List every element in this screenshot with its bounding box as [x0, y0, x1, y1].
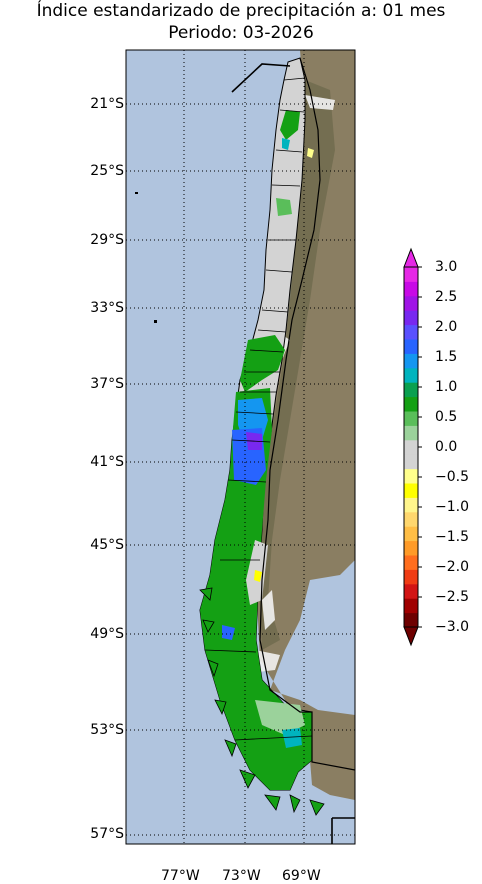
lat-label-29s: 29°S [90, 232, 124, 248]
colorbar-segment [404, 295, 418, 311]
lat-label-53s: 53°S [90, 722, 124, 738]
colorbar-segment [404, 310, 418, 326]
region-boundaries [204, 77, 313, 741]
colorbar-segment [404, 497, 418, 513]
map-subtitle: Periodo: 03-2026 [168, 23, 314, 43]
colorbar-segment [404, 367, 418, 383]
colorbar-label-2.5: 2.5 [435, 289, 458, 305]
colorbar-label-2.0: 2.0 [435, 319, 458, 335]
colorbar-label-m2.5: −2.5 [435, 589, 469, 605]
colorbar-label-1.0: 1.0 [435, 379, 458, 395]
spi-green-central [240, 335, 285, 392]
colorbar-segment [404, 382, 418, 398]
map-title: Índice estandarizado de precipitación a:… [36, 1, 446, 21]
spi-cyan-north [282, 138, 290, 150]
colorbar-segment [404, 555, 418, 570]
lon-label-69w: 69°W [282, 868, 321, 884]
spi-yellow-aysen [254, 570, 262, 582]
colorbar-segment [404, 339, 418, 354]
archipelago-islands [199, 587, 325, 816]
peru-bolivia-border [231, 63, 291, 93]
colorbar-segment [404, 583, 418, 599]
colorbar-segment [404, 281, 418, 297]
argentina-land [255, 50, 355, 775]
colorbar-segment [404, 569, 418, 585]
colorbar-segment [404, 468, 418, 484]
spi-light-green-south [255, 700, 305, 735]
spi-green-north-2 [276, 198, 292, 216]
spi-blue-west [222, 625, 235, 640]
lat-label-25s: 25°S [90, 163, 124, 179]
graticule [126, 50, 355, 844]
colorbar-label-m3.0: −3.0 [435, 619, 469, 635]
colorbar-segment [404, 511, 418, 527]
colorbar-label-0.0: 0.0 [435, 439, 458, 455]
colorbar-label-1.5: 1.5 [435, 349, 458, 365]
lat-label-41s: 41°S [90, 454, 124, 470]
spi-cyan-magallanes [282, 728, 302, 748]
colorbar-segment [404, 353, 418, 369]
colorbar-extend-min [403, 626, 419, 647]
andes-texture [258, 80, 335, 650]
colorbar-segment [404, 425, 418, 441]
colorbar-label-m1.0: −1.0 [435, 499, 469, 515]
colorbar-extend-max [403, 247, 419, 268]
map-frame [125, 49, 356, 845]
colorbar-label-m0.5: −0.5 [435, 469, 469, 485]
colorbar-segment [404, 612, 418, 628]
desventuradas-island [135, 192, 138, 194]
tierra-del-fuego-land [310, 760, 355, 800]
colorbar-segment [404, 411, 418, 426]
colorbar-segment [404, 540, 418, 556]
colorbar-label-0.5: 0.5 [435, 409, 458, 425]
argentina-border [259, 57, 355, 771]
lon-label-77w: 77°W [161, 868, 200, 884]
lat-label-49s: 49°S [90, 626, 124, 642]
colorbar [403, 247, 422, 647]
lat-label-33s: 33°S [90, 300, 124, 316]
colorbar-label-3.0: 3.0 [435, 259, 458, 275]
colorbar-segment [404, 439, 418, 455]
lon-label-73w: 73°W [222, 868, 261, 884]
colorbar-label-m1.5: −1.5 [435, 529, 469, 545]
colorbar-segment [404, 598, 418, 614]
spi-yellow-north [307, 148, 314, 158]
colorbar-segment [404, 526, 418, 542]
colorbar-segment [404, 454, 418, 470]
spi-green-north [280, 110, 300, 140]
colorbar-segment [404, 324, 418, 340]
tierra-border [331, 817, 355, 844]
lat-label-57s: 57°S [90, 826, 124, 842]
juan-fernandez-island [154, 320, 157, 323]
colorbar-segment [404, 396, 418, 412]
lat-label-37s: 37°S [90, 376, 124, 392]
lat-label-21s: 21°S [90, 96, 124, 112]
lat-label-45s: 45°S [90, 537, 124, 553]
colorbar-segment [404, 483, 418, 498]
colorbar-label-m2.0: −2.0 [435, 559, 469, 575]
colorbar-segment [404, 267, 418, 282]
